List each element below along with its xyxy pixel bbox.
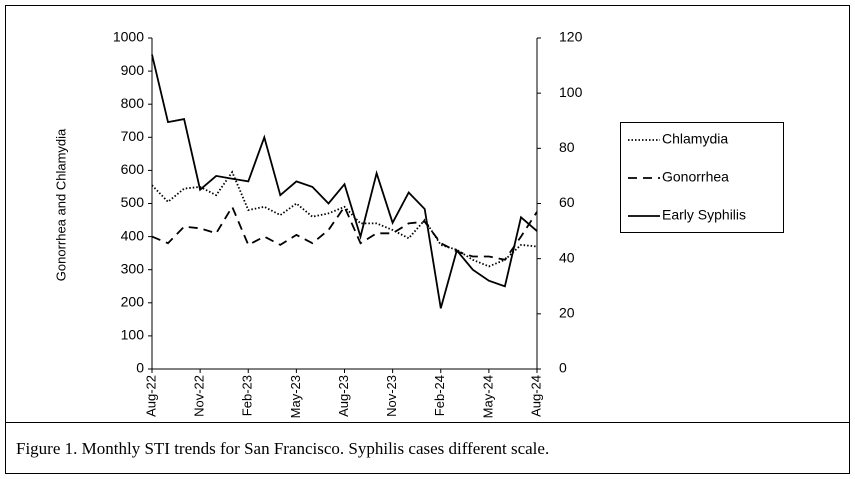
x-tick-label: Aug-23 <box>336 375 351 417</box>
x-tick-label: Feb-23 <box>240 375 255 416</box>
y-tick-label: 100 <box>121 327 145 343</box>
y2-tick-label: 100 <box>559 84 583 100</box>
y-tick-label: 800 <box>121 95 145 111</box>
y2-tick-label: 0 <box>559 360 567 376</box>
frame <box>5 5 850 474</box>
series-line <box>151 54 538 309</box>
y-tick-label: 600 <box>121 161 145 177</box>
x-tick-label: May-23 <box>288 375 303 418</box>
y2-tick-label: 60 <box>559 194 575 210</box>
y-tick-label: 200 <box>121 294 145 310</box>
y2-tick-label: 20 <box>559 305 575 321</box>
y2-tick-label: 80 <box>559 139 575 155</box>
x-tick-label: Nov-22 <box>192 375 207 417</box>
x-tick-label: Nov-23 <box>384 375 399 417</box>
y-tick-label: 700 <box>121 128 145 144</box>
y-axis-label: Gonorrhea and Chlamydia <box>53 128 68 281</box>
y-tick-label: 300 <box>121 260 145 276</box>
legend-label: Gonorrhea <box>662 169 729 185</box>
x-tick-label: May-24 <box>480 375 495 418</box>
y-tick-label: 500 <box>121 194 145 210</box>
series-line <box>151 204 538 261</box>
y-tick-label: 900 <box>121 62 145 78</box>
y-tick-label: 0 <box>136 360 144 376</box>
x-tick-label: Feb-24 <box>432 375 447 416</box>
legend-label: Early Syphilis <box>662 207 746 223</box>
caption: Figure 1. Monthly STI trends for San Fra… <box>16 439 549 458</box>
x-tick-label: Aug-22 <box>143 375 158 417</box>
y2-tick-label: 40 <box>559 249 575 265</box>
series-line <box>151 170 538 268</box>
y-tick-label: 1000 <box>113 29 144 45</box>
x-tick-label: Aug-24 <box>528 375 543 417</box>
y-tick-label: 400 <box>121 227 145 243</box>
legend-label: Chlamydia <box>662 131 728 147</box>
y2-tick-label: 120 <box>559 29 583 45</box>
